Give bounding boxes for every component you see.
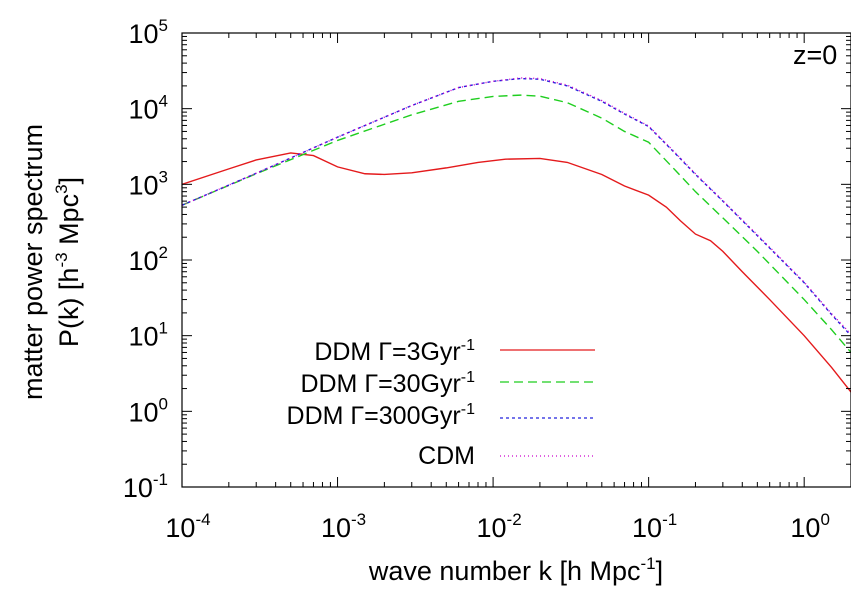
legend-entry-cdm: CDM — [418, 442, 595, 470]
series-line-1 — [182, 94, 851, 353]
redshift-annotation: z=0 — [793, 40, 837, 70]
y-tick-label: 102 — [128, 243, 168, 276]
x-tick-label: 10-3 — [321, 510, 366, 543]
y-tick-label: 103 — [128, 167, 168, 200]
legend-entry-ddm-300: DDM Γ=300Gyr-1 — [287, 401, 595, 430]
x-tick-label: 10-4 — [165, 510, 210, 543]
x-tick-label: 100 — [790, 510, 830, 543]
legend-label: DDM Γ=300Gyr-1 — [287, 401, 476, 430]
y-tick-label: 105 — [128, 16, 168, 49]
series-line-3 — [182, 77, 851, 335]
y-axis-label-line2: P(k) [h-3 Mpc3] — [52, 177, 84, 347]
y-tick-label: 101 — [128, 319, 168, 352]
legend: DDM Γ=3Gyr-1 DDM Γ=30Gyr-1 DDM Γ=300Gyr-… — [287, 337, 595, 470]
y-tick-label: 104 — [128, 92, 168, 125]
legend-entry-ddm-3: DDM Γ=3Gyr-1 — [314, 337, 595, 366]
plot-frame — [181, 32, 851, 488]
x-tick-label: 10-2 — [477, 510, 522, 543]
legend-label: DDM Γ=3Gyr-1 — [314, 337, 475, 366]
y-axis-label-line1: matter power spectrum — [18, 124, 48, 400]
legend-entry-ddm-30: DDM Γ=30Gyr-1 — [300, 369, 595, 398]
y-tick-label: 100 — [128, 394, 168, 427]
series-curves — [182, 77, 851, 393]
series-line-2 — [182, 77, 851, 337]
series-line-0 — [182, 152, 851, 393]
x-tick-label: 10-1 — [632, 510, 677, 543]
x-axis-label: wave number k [h Mpc-1] — [368, 554, 663, 586]
legend-label: CDM — [418, 442, 475, 470]
y-tick-label: 10-1 — [123, 470, 168, 503]
axis-ticks: 10-4 10-3 10-2 10-1 100 10-1 100 101 102 103 104 10… — [123, 16, 851, 543]
legend-label: DDM Γ=30Gyr-1 — [300, 369, 475, 398]
